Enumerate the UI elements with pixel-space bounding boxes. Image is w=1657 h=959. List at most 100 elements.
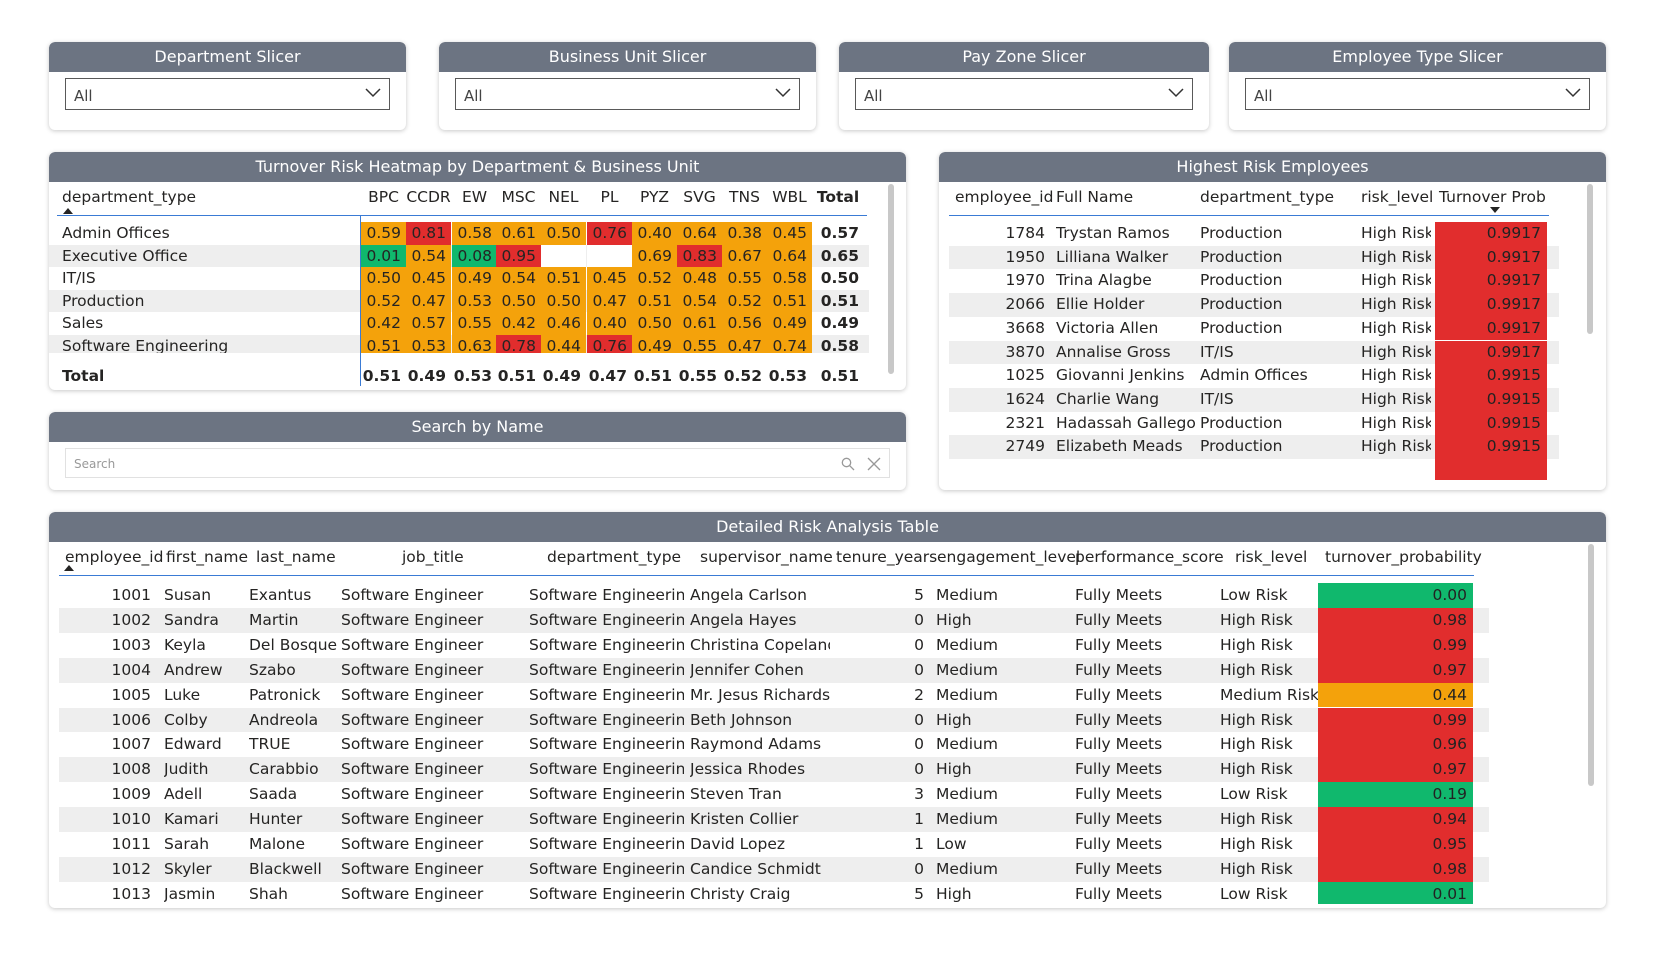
risk-col-department-type[interactable]: department_type xyxy=(1200,188,1335,206)
heat-cell[interactable] xyxy=(541,244,586,267)
heat-cell[interactable]: 0.40 xyxy=(632,222,677,245)
detail-col-department-type[interactable]: department_type xyxy=(547,548,682,566)
table-row[interactable]: 2321 Hadassah Gallegos Production High Risk… xyxy=(949,411,1559,436)
risk-col-full-name[interactable]: Full Name xyxy=(1056,188,1134,206)
table-row[interactable]: 1009 Adell Saada Software Engineer Software … xyxy=(59,782,1489,808)
heat-cell[interactable]: 0.52 xyxy=(722,289,767,312)
heat-cell[interactable]: 0.51 xyxy=(361,334,406,353)
heat-cell[interactable]: 0.59 xyxy=(361,222,406,245)
heat-cell[interactable]: 0.61 xyxy=(496,222,541,245)
heatmap-scrollbar[interactable] xyxy=(888,184,894,374)
table-row[interactable]: 1970 Trina Alagbe Production High Risk 0.991… xyxy=(949,269,1559,294)
heat-cell[interactable]: 0.46 xyxy=(541,312,586,335)
search-field[interactable] xyxy=(65,448,890,478)
heat-cell[interactable]: 0.51 xyxy=(767,289,812,312)
detail-col-employee-id[interactable]: employee_id xyxy=(65,548,164,566)
table-row[interactable]: 1624 Charlie Wang IT/IS High Risk 0.9915 xyxy=(949,387,1559,412)
heat-cell[interactable]: 0.56 xyxy=(722,312,767,335)
heat-cell[interactable]: 0.50 xyxy=(361,267,406,290)
heat-cell[interactable]: 0.45 xyxy=(587,267,632,290)
detail-col-job-title[interactable]: job_title xyxy=(402,548,464,566)
heatmap-col-ew[interactable]: EW xyxy=(461,188,488,206)
heat-cell[interactable]: 0.49 xyxy=(632,334,677,353)
heat-cell[interactable]: 0.64 xyxy=(767,244,812,267)
detail-col-performance-score[interactable]: performance_score xyxy=(1075,548,1224,566)
heat-cell[interactable]: 0.42 xyxy=(361,312,406,335)
detail-scrollbar[interactable] xyxy=(1588,544,1594,786)
heat-cell[interactable]: 0.48 xyxy=(677,267,722,290)
search-icon[interactable] xyxy=(841,457,855,471)
heatmap-col-pyz[interactable]: PYZ xyxy=(639,188,670,206)
detail-col-supervisor-name[interactable]: supervisor_name xyxy=(700,548,833,566)
heat-cell[interactable]: 0.49 xyxy=(452,267,497,290)
heat-cell[interactable]: 0.54 xyxy=(496,267,541,290)
heat-cell[interactable]: 0.45 xyxy=(767,222,812,245)
table-row[interactable]: 2066 Ellie Holder Production High Risk 0.991… xyxy=(949,293,1559,317)
risk-col-turnover-prob[interactable]: Turnover Prob xyxy=(1439,188,1546,206)
heat-cell[interactable]: 0.53 xyxy=(452,289,497,312)
table-row[interactable]: 1003 Keyla Del Bosque Software Engineer Soft… xyxy=(59,632,1489,658)
heat-cell[interactable]: 0.47 xyxy=(587,289,632,312)
heat-cell[interactable]: 0.63 xyxy=(452,334,497,353)
heat-cell[interactable]: 0.58 xyxy=(452,222,497,245)
heat-cell[interactable]: 0.08 xyxy=(452,244,497,267)
heat-cell[interactable]: 0.45 xyxy=(406,267,451,290)
table-row[interactable]: 1025 Giovanni Jenkins Admin Offices High Ri… xyxy=(949,364,1559,388)
heatmap-row-header[interactable]: department_type xyxy=(62,188,197,206)
table-row[interactable]: 1011 Sarah Malone Software Engineer Software… xyxy=(59,832,1489,857)
heat-cell[interactable]: 0.50 xyxy=(632,312,677,335)
table-row[interactable]: 1010 Kamari Hunter Software Engineer Softwar… xyxy=(59,807,1489,832)
search-input[interactable] xyxy=(72,453,776,475)
table-row[interactable]: 1013 Jasmin Shah Software Engineer Software … xyxy=(59,881,1489,904)
table-row[interactable]: 1784 Trystan Ramos Production High Risk 0.99… xyxy=(949,222,1559,246)
heatmap-col-svg[interactable]: SVG xyxy=(683,188,716,206)
heat-cell[interactable]: 0.76 xyxy=(587,334,632,353)
heat-cell[interactable]: 0.74 xyxy=(767,334,812,353)
heatmap-col-total[interactable]: Total xyxy=(816,188,860,206)
heat-cell[interactable]: 0.54 xyxy=(406,244,451,267)
heatmap-col-msc[interactable]: MSC xyxy=(501,188,536,206)
detail-col-tenure-years[interactable]: tenure_years xyxy=(836,548,938,566)
chevron-down-icon[interactable] xyxy=(1168,88,1184,98)
heatmap-col-ccdr[interactable]: CCDR xyxy=(406,188,451,206)
heat-cell[interactable]: 0.42 xyxy=(496,312,541,335)
table-row[interactable]: 1007 Edward TRUE Software Engineer Software … xyxy=(59,732,1489,758)
pay-zone-dropdown[interactable]: All xyxy=(855,78,1193,110)
heat-cell[interactable]: 0.52 xyxy=(361,289,406,312)
heatmap-col-wbl[interactable]: WBL xyxy=(772,188,807,206)
risk-rows-viewport[interactable]: 1784 Trystan Ramos Production High Risk 0.99… xyxy=(939,222,1559,480)
table-row[interactable]: 1005 Luke Patronick Software Engineer Softwa… xyxy=(59,682,1489,708)
heat-cell[interactable]: 0.01 xyxy=(361,244,406,267)
table-row[interactable]: 1008 Judith Carabbio Software Engineer Softw… xyxy=(59,757,1489,783)
detail-col-first-name[interactable]: first_name xyxy=(166,548,248,566)
business-unit-dropdown[interactable]: All xyxy=(455,78,800,110)
heat-cell[interactable]: 0.69 xyxy=(632,244,677,267)
detail-col-risk-level[interactable]: risk_level xyxy=(1235,548,1308,566)
department-dropdown[interactable]: All xyxy=(65,78,390,110)
heat-cell[interactable]: 0.50 xyxy=(496,289,541,312)
chevron-down-icon[interactable] xyxy=(775,88,791,98)
heat-cell[interactable]: 0.54 xyxy=(677,289,722,312)
heat-cell[interactable]: 0.38 xyxy=(722,222,767,245)
table-row[interactable]: 3668 Victoria Allen Production High Risk 0.9… xyxy=(949,316,1559,341)
detail-col-engagement-level[interactable]: engagement_level xyxy=(937,548,1081,566)
table-row[interactable]: 1004 Andrew Szabo Software Engineer Software… xyxy=(59,657,1489,683)
heat-cell[interactable]: 0.57 xyxy=(406,312,451,335)
heat-cell[interactable]: 0.61 xyxy=(677,312,722,335)
heat-cell[interactable]: 0.55 xyxy=(452,312,497,335)
heat-cell[interactable]: 0.78 xyxy=(496,334,541,353)
table-row[interactable]: 1001 Susan Exantus Software Engineer Softwar… xyxy=(59,583,1489,608)
highest-risk-scrollbar[interactable] xyxy=(1587,184,1593,334)
heat-cell[interactable]: 0.67 xyxy=(722,244,767,267)
clear-icon[interactable] xyxy=(867,457,881,471)
heat-cell[interactable] xyxy=(587,244,632,267)
heatmap-col-pl[interactable]: PL xyxy=(600,188,619,206)
heat-cell[interactable]: 0.83 xyxy=(677,244,722,267)
heat-cell[interactable]: 0.44 xyxy=(541,334,586,353)
heat-cell[interactable]: 0.49 xyxy=(767,312,812,335)
heat-cell[interactable]: 0.64 xyxy=(677,222,722,245)
heat-cell[interactable]: 0.55 xyxy=(677,334,722,353)
heatmap-col-tns[interactable]: TNS xyxy=(729,188,760,206)
detail-col-last-name[interactable]: last_name xyxy=(256,548,336,566)
table-row[interactable]: 1006 Colby Andreola Software Engineer Softwa… xyxy=(59,707,1489,733)
